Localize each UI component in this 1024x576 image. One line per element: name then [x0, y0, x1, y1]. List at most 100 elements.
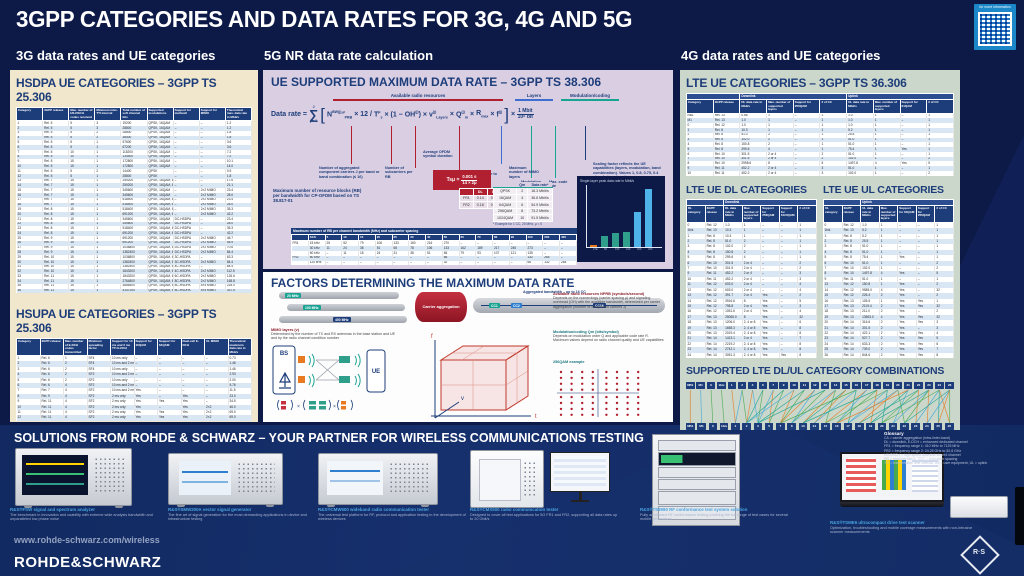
combo-dl-box: 19: [883, 381, 892, 389]
modulation-table: Qm Data rate* QPSK 2 18.3 Mbit/s 16QAM 4 36.6 M…: [492, 182, 553, 223]
page-title: 3GPP CATEGORIES AND DATA RATES FOR 3G, 4…: [16, 6, 633, 32]
lte-title: LTE UE CATEGORIES – 3GPP TS 36.306: [686, 76, 907, 90]
combo-dl-box: 22: [914, 381, 923, 389]
combo-ul-box: 20: [877, 422, 887, 430]
chart-bar: [601, 236, 608, 247]
anno-mimo: Maximum number of MIMO layers: [509, 166, 539, 179]
combos-dl-row: NB1 M1 0 1bis 1 2 4 6 7 9 10 11 12 13 14 15 16 17 18 19 20 21…: [686, 381, 954, 389]
cube-axis-f: f: [431, 334, 433, 340]
combo-ul-box: 18: [854, 422, 864, 430]
carrier-chip-1: 20 MHz: [285, 293, 301, 299]
rb-table-wrap: Maximum number of RB per channel bandwid…: [291, 228, 577, 266]
combo-ul-box: 25: [933, 422, 943, 430]
anno-cc: Number of aggregated component carriers …: [319, 166, 380, 179]
lte-dl-title: LTE UE DL CATEGORIES: [686, 183, 807, 196]
combos-connection-lines: [689, 389, 951, 424]
stem-mod-order: [531, 126, 533, 178]
combo-ul-box: 21: [888, 422, 898, 430]
combo-ul-box: 5: [764, 422, 774, 430]
resource-grid-cube: t f v: [411, 330, 551, 420]
combo-dl-box: 4: [748, 381, 757, 389]
stem-layers: [501, 126, 503, 164]
combo-ul-box: 16: [832, 422, 842, 430]
product-caption: R&S®TS8980 RF conformance test system so…: [640, 507, 788, 522]
combo-dl-box: 13: [820, 381, 830, 389]
combo-dl-box: 23: [924, 381, 934, 389]
stem-ofdm: [415, 126, 417, 168]
combo-dl-box: M1: [696, 381, 705, 389]
combo-dl-box: 7: [769, 381, 778, 389]
carrier-aggregation-hub: Carrier aggregation: [415, 292, 467, 322]
combo-dl-box: 1: [727, 381, 737, 389]
rb-table: SCS 5 10 15 20 25 30 40 50 60 70 80 90 100 200 400 FR1 15…: [291, 233, 577, 266]
svg-text:×: ×: [297, 404, 300, 410]
radio-resources-text: Available radio resources NPRB (symbols/…: [553, 292, 661, 309]
stem-prb: [351, 126, 353, 164]
combo-dl-box: NB1: [686, 381, 695, 389]
combo-ul-box: 13: [798, 422, 808, 430]
chart-bar: [645, 188, 652, 247]
combo-dl-box: 2: [737, 381, 747, 389]
product-caption: R&S®FSW signal and spectrum analyzer The …: [10, 507, 153, 522]
combo-ul-box: 17: [843, 422, 853, 430]
anno-ofdm: Average OFDM symbol duration: [423, 150, 453, 159]
solutions-title: SOLUTIONS FROM ROHDE & SCHWARZ – YOUR PA…: [14, 431, 644, 445]
glossary-title: Glossary: [884, 431, 904, 436]
lte-ul-title: LTE UE UL CATEGORIES: [823, 183, 944, 196]
product-caption: R&S®CMW500 wideband radio communication …: [318, 507, 466, 522]
product-caption: R&S®CMX500 radio communication tester Des…: [470, 507, 618, 522]
ofdm-symbol-duration-formula: Tsμ = 0.001 s 14 × 2μ: [433, 170, 491, 190]
product-image-cmx500: [470, 450, 544, 508]
aggregated-pipe: [473, 298, 665, 313]
combo-ul-box: NB1: [686, 422, 695, 430]
product-image-cmx500-monitor: [550, 452, 610, 502]
chart-bar: [590, 245, 597, 247]
carrier-pipe-2: [287, 304, 405, 311]
panel-factors: FACTORS DETERMINING THE MAXIMUM DATA RAT…: [263, 272, 673, 422]
legend-radio-resources: Available radio resources: [333, 93, 503, 101]
combo-ul-box: 8: [787, 422, 796, 430]
stem-subcarriers: [391, 126, 393, 164]
combo-ul-box: 3: [753, 422, 763, 430]
chart-bar: [612, 233, 619, 247]
section-label-3g: 3G data rates and UE categories: [16, 48, 216, 63]
combo-ul-box: 2: [742, 422, 751, 430]
product-image-tsme6-scanner: [950, 496, 1008, 518]
combo-dl-box: 24: [935, 381, 944, 389]
chart-title: Single-layer peak data rate in Mbit/s: [580, 179, 635, 183]
aggregated-pipe-label: Aggregated bandwidth – up to 16 CC: [523, 290, 586, 294]
combo-ul-box: 0: [708, 422, 718, 430]
data-rate-bar-chart: Single-layer peak data rate in Mbit/s LT…: [577, 176, 665, 262]
product-caption: R&S®SMW200A vector signal generator The f…: [168, 507, 307, 522]
combo-dl-box: 1bis: [717, 381, 726, 389]
combo-dl-box: 9: [779, 381, 788, 389]
chart-bar: [634, 211, 641, 247]
hsupa-table: Category 3GPP release Max. number of E-DCH…: [16, 338, 252, 421]
qr-label: for more information: [979, 5, 1011, 9]
product-image-tsme6-laptop: [840, 452, 944, 507]
carrier-chip-2: 100 MHz: [303, 305, 321, 311]
hsupa-title: HSUPA UE CATEGORIES – 3GPP TS 25.306: [16, 307, 217, 336]
website-link[interactable]: www.rohde-schwarz.com/wireless: [14, 535, 160, 545]
combo-dl-box: 16: [852, 381, 861, 389]
combo-dl-box: 14: [831, 381, 840, 389]
section-label-4g: 4G data rates and UE categories: [681, 48, 881, 63]
anno-subcarriers: Number of subcarriers per RB: [385, 166, 413, 179]
product-image-smw200a: [168, 453, 283, 507]
rs-diamond-logo: R·S: [960, 535, 1000, 575]
panel-4g: LTE UE CATEGORIES – 3GPP TS 36.306 Downl…: [680, 70, 960, 430]
chart-plot-area: LTE 50 100 100 200 400: [586, 185, 662, 251]
combo-dl-box: 0: [706, 381, 716, 389]
lte-dl-table: Downlink DL category 3GPP release DL data r…: [685, 198, 817, 358]
cube-axis-v: v: [461, 396, 464, 402]
product-image-ts8980: [652, 434, 740, 526]
qr-code-block[interactable]: for more information: [974, 4, 1016, 50]
combo-ul-box: 1: [731, 422, 740, 430]
ue-label: UE: [372, 369, 380, 375]
stem-overhead: [459, 126, 461, 170]
combo-ul-box: 24: [922, 422, 932, 430]
combo-dl-box: 26: [945, 381, 954, 389]
legend-modulation-coding: Modulation/coding: [561, 93, 619, 101]
combo-dl-box: 17: [862, 381, 871, 389]
